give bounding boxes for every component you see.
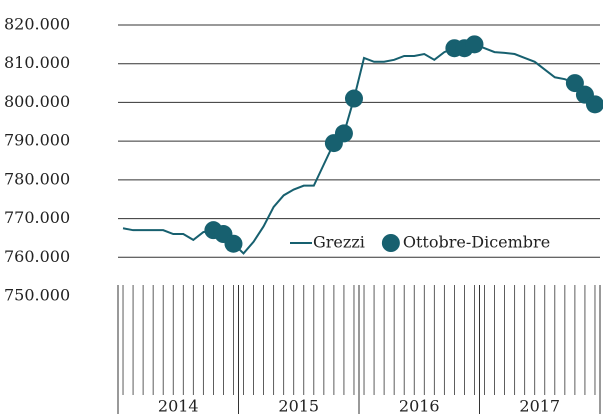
marker (224, 234, 243, 253)
y-tick-label: 780.000 (4, 169, 70, 188)
legend-swatch (381, 234, 400, 252)
x-group-label: 2015 (278, 397, 319, 414)
marker (344, 89, 363, 108)
y-tick-label: 810.000 (4, 53, 70, 72)
y-tick-label: 770.000 (4, 208, 70, 227)
y-tick-label: 760.000 (4, 247, 70, 266)
x-group-label: 2016 (399, 397, 440, 414)
line-series (122, 43, 596, 255)
legend-label: Grezzi (313, 233, 365, 252)
x-group-label: 2017 (519, 397, 560, 414)
marker (465, 35, 484, 54)
marker (565, 74, 584, 93)
y-tick-label: 800.000 (4, 92, 70, 111)
y-tick-label: 750.000 (4, 286, 70, 305)
y-tick-label: 790.000 (4, 131, 70, 150)
x-group-label: 2014 (158, 397, 199, 414)
legend-label: Ottobre-Dicembre (403, 233, 550, 252)
marker (585, 95, 603, 114)
marker (334, 124, 353, 143)
y-tick-label: 820.000 (4, 15, 70, 34)
